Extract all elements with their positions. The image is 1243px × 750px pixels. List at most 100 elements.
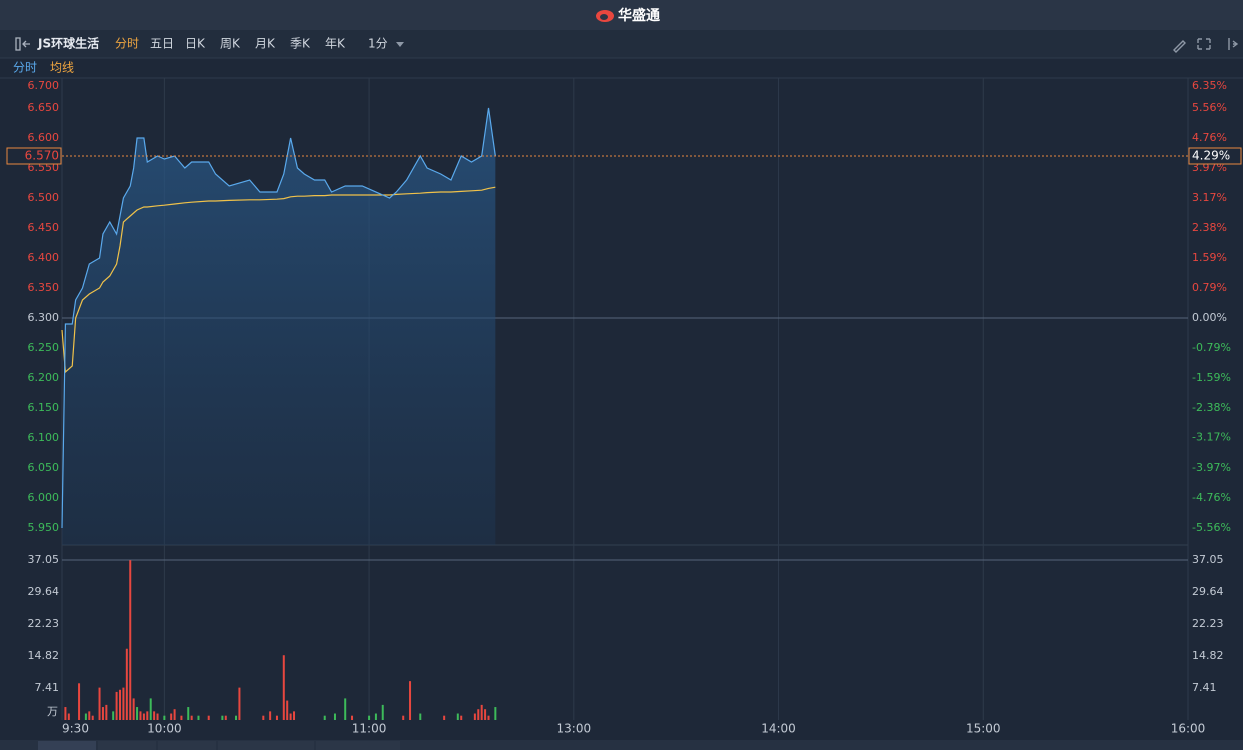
y-tick-label: 6.600 [28, 131, 60, 144]
legend-entry: 均线 [50, 61, 74, 75]
y2-tick-label: 0.79% [1192, 281, 1227, 294]
volume-bar [129, 560, 132, 720]
volume-bar [351, 715, 354, 720]
volume-unit: 万 [47, 705, 58, 718]
x-tick-label: 9:30 [62, 722, 89, 736]
last-price-box [6, 147, 62, 165]
y-tick-label: 6.450 [28, 221, 60, 234]
y-tick-label: 6.500 [28, 191, 60, 204]
volume-bar [64, 707, 67, 720]
y2-tick-label: 1.59% [1192, 251, 1227, 264]
y2-tick-label: 6.35% [1192, 79, 1227, 92]
price-line [61, 107, 496, 529]
volume-bar [262, 715, 265, 720]
y2-tick-label: -5.56% [1192, 521, 1231, 534]
volume-bar [473, 713, 476, 720]
volume-bar [112, 711, 115, 720]
volume-bar [136, 707, 139, 720]
y-tick-label: 6.250 [28, 341, 60, 354]
volume-bar [197, 715, 200, 720]
x-tick-label: 16:00 [1171, 722, 1206, 736]
last-change-label: 4.29% [1192, 149, 1230, 163]
y2-tick-label: 37.05 [1192, 553, 1224, 566]
volume-bar [333, 713, 336, 720]
logo-icon [596, 10, 614, 22]
legend-entry: 分时 [13, 61, 37, 75]
volume-bar [269, 711, 272, 720]
volume-bar [477, 709, 480, 720]
volume-bar [207, 715, 210, 720]
volume-bar [78, 683, 81, 720]
last-price-label: 6.570 [25, 149, 59, 163]
y2-tick-label: 3.17% [1192, 191, 1227, 204]
volume-bar [381, 704, 384, 720]
volume-bar [282, 655, 285, 720]
volume-bar [119, 689, 122, 720]
volume-bar [494, 707, 497, 720]
period-tab[interactable]: 月K [255, 37, 276, 51]
price-line [61, 186, 496, 374]
period-tab[interactable]: 分时 [115, 37, 139, 51]
volume-bar [460, 715, 463, 720]
y-tick-label: 6.300 [28, 311, 60, 324]
x-tick-label: 15:00 [966, 722, 1001, 736]
volume-bar [163, 715, 166, 720]
y2-tick-label: 5.56% [1192, 101, 1227, 114]
y2-tick-label: -3.97% [1192, 461, 1231, 474]
y-tick-label: 6.700 [28, 79, 60, 92]
y-tick-label: 6.400 [28, 251, 60, 264]
y2-tick-label: 0.00% [1192, 311, 1227, 324]
volume-bar [293, 711, 296, 720]
volume-bar [187, 707, 190, 720]
volume-bar [224, 715, 227, 720]
interval-select[interactable]: 1分 [368, 37, 388, 51]
y-tick-label: 22.23 [28, 617, 60, 630]
y2-tick-label: -0.79% [1192, 341, 1231, 354]
volume-bar [98, 687, 101, 720]
x-tick-label: 11:00 [352, 722, 387, 736]
stock-name: JS环球生活 [37, 36, 99, 51]
y2-tick-label: 22.23 [1192, 617, 1224, 630]
y2-tick-label: 2.38% [1192, 221, 1227, 234]
period-tab[interactable]: 日K [185, 37, 206, 51]
bottom-tabs[interactable] [0, 740, 1243, 750]
volume-bar [142, 713, 145, 720]
logo-text: 华盛通 [618, 7, 660, 24]
volume-bar [88, 711, 91, 720]
volume-bar [170, 713, 173, 720]
y2-tick-label: -1.59% [1192, 371, 1231, 384]
volume-bar [289, 713, 292, 720]
y-tick-label: 37.05 [28, 553, 60, 566]
dropdown-arrow[interactable] [396, 42, 404, 47]
volume-bar [409, 681, 412, 720]
volume-bar [105, 704, 108, 720]
toolbar-icons[interactable] [1173, 38, 1239, 53]
sidebar-toggle[interactable] [15, 37, 30, 51]
period-tab[interactable]: 周K [220, 37, 241, 51]
volume-bar [153, 711, 156, 720]
volume-bar [443, 715, 446, 720]
y-tick-label: 6.100 [28, 431, 60, 444]
volume-bar [487, 715, 490, 720]
volume-bar [374, 713, 377, 720]
period-tab[interactable]: 年K [325, 37, 346, 51]
volume-bar [368, 715, 371, 720]
y-tick-label: 29.64 [28, 585, 60, 598]
y-tick-label: 5.950 [28, 521, 60, 534]
y2-tick-label: 29.64 [1192, 585, 1224, 598]
volume-bar [84, 713, 87, 720]
volume-bar [180, 715, 183, 720]
period-tab[interactable]: 五日 [150, 37, 174, 51]
y-tick-label: 14.82 [28, 649, 60, 662]
volume-bar [139, 711, 142, 720]
volume-bar [221, 715, 224, 720]
volume-bar [101, 707, 104, 720]
last-change-box [1188, 147, 1242, 165]
y-tick-label: 6.650 [28, 101, 60, 114]
volume-bar [323, 715, 326, 720]
period-tab[interactable]: 季K [290, 37, 311, 51]
volume-bar [419, 713, 422, 720]
volume-bar [67, 713, 70, 720]
